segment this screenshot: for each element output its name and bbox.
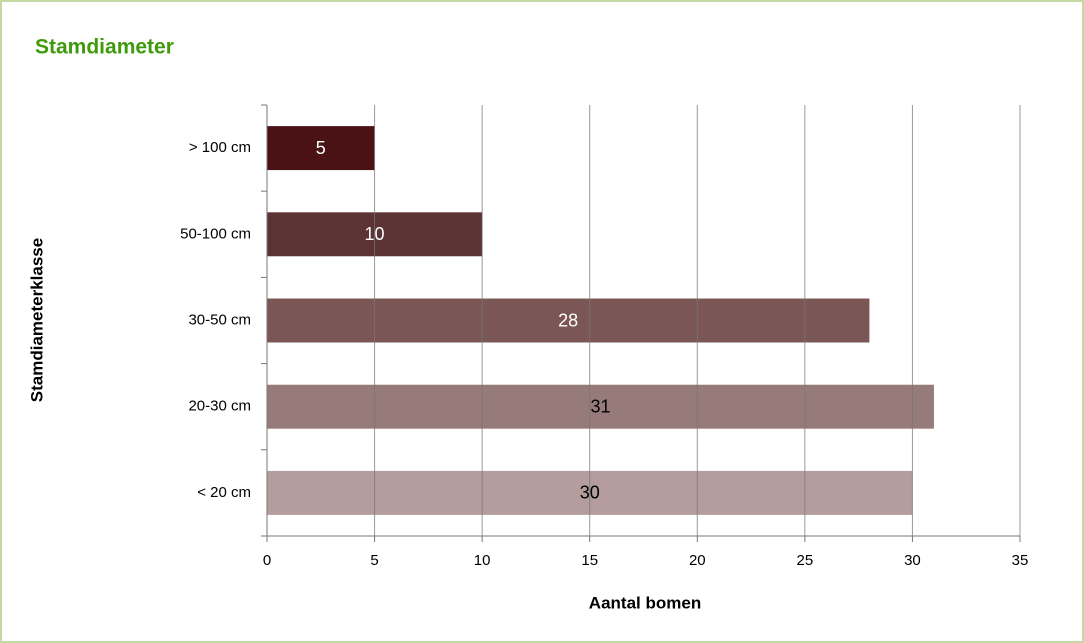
x-tick-label: 35 — [1012, 552, 1029, 569]
y-axis-title: Stamdiameterklasse — [27, 238, 46, 402]
x-tick-label: 15 — [581, 552, 598, 569]
y-tick-label: 50-100 cm — [180, 225, 251, 242]
bar — [267, 298, 870, 343]
y-tick-label: 30-50 cm — [188, 311, 251, 328]
x-tick-label: 20 — [689, 552, 706, 569]
x-tick-label: 30 — [904, 552, 921, 569]
bar-value-label: 31 — [590, 396, 610, 416]
x-tick-label: 25 — [797, 552, 814, 569]
bar — [267, 384, 934, 429]
x-tick-label: 10 — [474, 552, 491, 569]
y-tick-label: < 20 cm — [197, 484, 251, 501]
x-tick-label: 5 — [370, 552, 378, 569]
bar-value-label: 5 — [316, 138, 326, 158]
bar-value-label: 28 — [558, 310, 578, 330]
y-tick-label: 20-30 cm — [188, 398, 251, 415]
chart-title: Stamdiameter — [35, 36, 174, 59]
y-tick-label: > 100 cm — [189, 139, 251, 156]
x-axis-title: Aantal bomen — [589, 593, 701, 612]
x-tick-label: 0 — [263, 552, 271, 569]
bar — [267, 126, 375, 171]
